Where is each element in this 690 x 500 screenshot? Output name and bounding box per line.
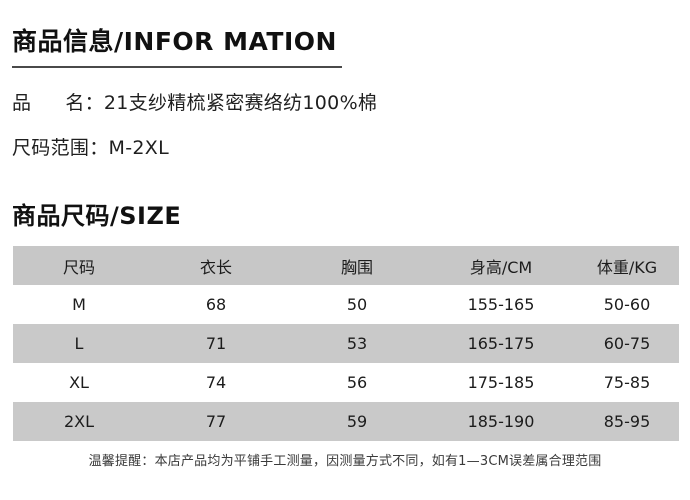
cell-size: L — [74, 334, 84, 353]
cell-bust: 53 — [346, 334, 368, 353]
cell-bust: 59 — [346, 412, 368, 431]
information-heading-divider — [12, 66, 342, 68]
cell-length: 74 — [205, 373, 227, 392]
table-row: 2XL 77 59 185-190 85-95 — [13, 402, 679, 441]
cell-length: 77 — [205, 412, 227, 431]
column-header-weight: 体重/KG — [596, 257, 658, 277]
table-row: M 68 50 155-165 50-60 — [13, 285, 679, 324]
cell-height: 155-165 — [467, 295, 535, 314]
cell-weight: 60-75 — [603, 334, 651, 353]
size-range-row: 尺码范围：M-2XL — [12, 133, 169, 160]
cell-size: 2XL — [63, 412, 95, 431]
cell-length: 71 — [205, 334, 227, 353]
cell-weight: 85-95 — [603, 412, 651, 431]
cell-size: XL — [69, 373, 89, 392]
table-row: XL 74 56 175-185 75-85 — [13, 363, 679, 402]
cell-weight: 75-85 — [603, 373, 651, 392]
product-name-label-a: 品 — [12, 92, 32, 114]
column-header-bust: 胸围 — [340, 257, 373, 277]
product-name-value: 21支纱精梳紧密赛络纺100%棉 — [103, 92, 378, 114]
column-header-size: 尺码 — [62, 257, 95, 277]
cell-height: 175-185 — [467, 373, 535, 392]
cell-height: 185-190 — [467, 412, 535, 431]
size-range-label: 尺码范围： — [12, 137, 109, 159]
cell-height: 165-175 — [467, 334, 535, 353]
cell-weight: 50-60 — [603, 295, 651, 314]
column-header-height: 身高/CM — [469, 257, 533, 277]
product-name-label-b: 名： — [65, 92, 104, 114]
cell-size: M — [72, 295, 86, 314]
cell-bust: 56 — [346, 373, 368, 392]
table-header-row: 尺码 衣长 胸围 身高/CM 体重/KG — [13, 246, 679, 285]
cell-bust: 50 — [346, 295, 368, 314]
information-section-heading: 商品信息/INFOR MATION — [12, 27, 337, 56]
size-chart-table: 尺码 衣长 胸围 身高/CM 体重/KG M 68 50 155-165 50-… — [13, 246, 679, 441]
cell-length: 68 — [205, 295, 227, 314]
product-name-row: 品 名：21支纱精梳紧密赛络纺100%棉 — [12, 88, 377, 115]
size-range-value: M-2XL — [108, 137, 169, 159]
table-row: L 71 53 165-175 60-75 — [13, 324, 679, 363]
column-header-length: 衣长 — [199, 257, 232, 277]
measurement-disclaimer-note: 温馨提醒：本店产品均为平铺手工测量，因测量方式不同，如有1—3CM误差属合理范围 — [88, 454, 602, 469]
size-section-heading: 商品尺码/SIZE — [12, 202, 182, 230]
